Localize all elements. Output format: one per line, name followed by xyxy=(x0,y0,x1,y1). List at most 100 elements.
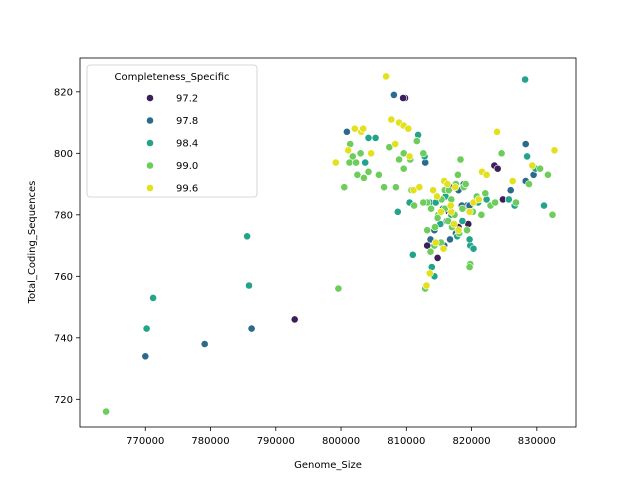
data-point xyxy=(493,127,501,136)
legend-box xyxy=(86,64,258,198)
data-point xyxy=(443,180,452,188)
data-point xyxy=(408,250,417,259)
y-tick-label: 800 xyxy=(54,149,73,160)
legend-title: Completeness_Specific xyxy=(114,72,229,83)
data-point xyxy=(536,164,544,173)
data-point xyxy=(405,152,414,161)
x-tick-label: 820000 xyxy=(452,436,490,447)
y-axis-label: Total_Coding_Sequences xyxy=(27,181,38,305)
data-point xyxy=(419,149,428,158)
data-point xyxy=(359,173,368,182)
data-point xyxy=(290,315,299,324)
x-axis-label: Genome_Size xyxy=(294,460,362,471)
data-point xyxy=(433,192,441,201)
data-point xyxy=(465,207,474,216)
data-point xyxy=(454,226,463,235)
legend-marker xyxy=(146,116,154,125)
data-point xyxy=(446,201,455,210)
data-point xyxy=(374,170,383,179)
data-point xyxy=(399,94,407,102)
data-point xyxy=(425,269,434,278)
data-point xyxy=(359,124,368,133)
data-point xyxy=(243,232,251,241)
data-point xyxy=(465,263,474,271)
data-point xyxy=(474,195,483,204)
data-point xyxy=(493,164,502,173)
data-point xyxy=(453,170,462,179)
data-point xyxy=(436,207,445,216)
plot-frame xyxy=(79,57,577,428)
data-point xyxy=(342,127,351,136)
x-tick-label: 830000 xyxy=(518,436,556,447)
data-point xyxy=(367,149,375,158)
data-point xyxy=(540,201,548,210)
data-point xyxy=(504,195,513,204)
data-point xyxy=(141,352,150,361)
y-tick-label: 780 xyxy=(54,210,73,221)
data-point xyxy=(348,152,357,161)
data-point xyxy=(482,170,491,179)
data-point xyxy=(419,198,428,207)
data-point xyxy=(550,146,559,155)
data-point xyxy=(352,158,360,167)
data-point xyxy=(469,244,478,253)
y-tick-label: 740 xyxy=(54,333,73,344)
x-tick-label: 780000 xyxy=(191,436,229,447)
data-point xyxy=(361,158,370,167)
data-point xyxy=(389,91,398,99)
data-point xyxy=(528,161,537,170)
data-point xyxy=(391,140,400,148)
data-point xyxy=(350,124,359,133)
data-point xyxy=(446,235,454,244)
legend-marker xyxy=(146,184,154,192)
data-point xyxy=(433,253,442,262)
x-axis-ticks: 770000 780000 790000 800000 810000 820000 8300… xyxy=(126,427,556,447)
data-point xyxy=(380,183,388,192)
data-point xyxy=(344,146,353,155)
data-point xyxy=(508,177,517,185)
data-point xyxy=(364,167,373,176)
legend-marker xyxy=(146,139,154,147)
data-point xyxy=(410,201,418,210)
data-point xyxy=(521,75,529,84)
data-point xyxy=(423,226,432,235)
data-point xyxy=(149,293,157,302)
data-point xyxy=(433,213,442,222)
legend-label: 97.8 xyxy=(176,116,198,127)
data-point xyxy=(521,140,530,148)
data-point xyxy=(497,149,506,158)
data-point xyxy=(426,247,435,256)
data-point xyxy=(353,170,362,179)
data-point xyxy=(371,133,380,142)
data-point xyxy=(427,204,435,213)
legend-label: 99.0 xyxy=(176,161,198,172)
data-point xyxy=(461,180,470,188)
data-point xyxy=(422,281,431,290)
data-point xyxy=(458,217,467,225)
legend-marker xyxy=(146,161,154,170)
data-point xyxy=(364,133,373,142)
data-point xyxy=(491,198,499,207)
data-point xyxy=(481,189,490,198)
legend-label: 97.2 xyxy=(176,94,198,105)
data-point xyxy=(393,207,402,216)
data-point xyxy=(548,210,557,219)
legend-entries: 97.2 97.8 98.4 99.0 99.6 xyxy=(146,94,198,195)
data-point xyxy=(247,324,256,333)
x-tick-label: 770000 xyxy=(126,436,164,447)
data-point xyxy=(439,244,448,253)
data-point xyxy=(334,284,343,293)
data-point xyxy=(523,152,531,161)
x-tick-label: 790000 xyxy=(257,436,295,447)
data-point xyxy=(429,186,437,195)
data-point xyxy=(456,155,465,164)
data-point xyxy=(391,183,400,192)
data-point xyxy=(451,183,460,192)
data-point xyxy=(356,149,365,158)
data-point xyxy=(525,180,533,188)
y-tick-label: 760 xyxy=(54,272,73,283)
data-point xyxy=(463,226,471,235)
data-point xyxy=(506,186,515,195)
data-point xyxy=(512,198,520,207)
